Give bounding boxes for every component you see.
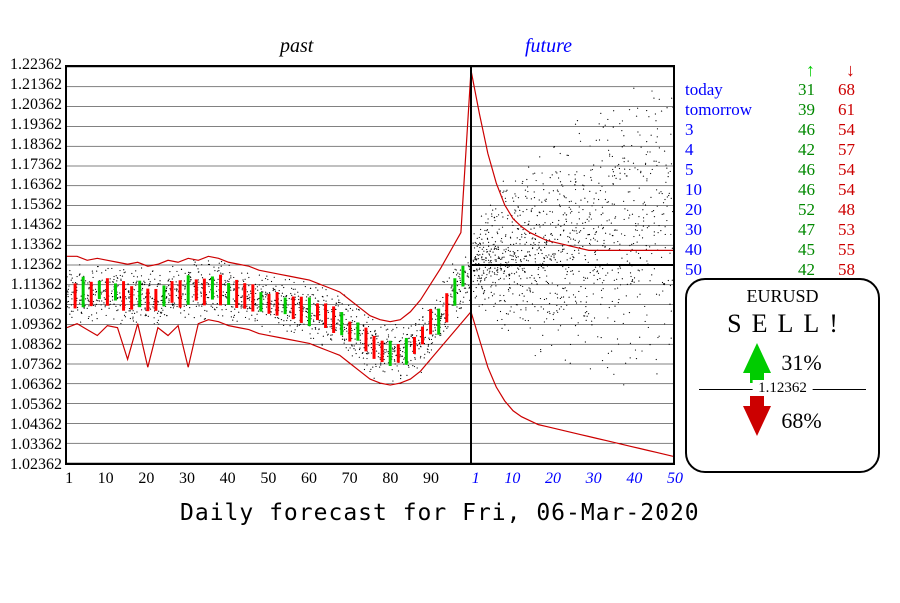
big-up-arrow-icon	[743, 343, 771, 373]
x-tick-future: 1	[472, 470, 480, 488]
table-row: 104654	[685, 180, 855, 200]
y-tick-label: 1.17362	[2, 156, 62, 174]
table-row-label: 40	[685, 240, 775, 260]
future-section-label: future	[525, 35, 572, 58]
signal-price: 1.12362	[752, 380, 813, 397]
x-tick-future: 50	[667, 470, 683, 488]
table-row-up: 46	[775, 180, 815, 200]
y-tick-label: 1.07362	[2, 356, 62, 374]
chart-title: Daily forecast for Fri, 06-Mar-2020	[180, 500, 700, 526]
down-arrow-icon: ↓	[815, 60, 855, 80]
table-row-up: 31	[775, 80, 815, 100]
table-header: ↑ ↓	[685, 60, 855, 80]
y-tick-label: 1.19362	[2, 116, 62, 134]
table-row-down: 54	[815, 180, 855, 200]
chart-svg	[67, 67, 673, 463]
x-tick-future: 20	[545, 470, 561, 488]
chart-area	[65, 65, 675, 465]
x-tick-past: 80	[382, 470, 398, 488]
x-tick-past: 1	[65, 470, 73, 488]
x-tick-past: 60	[301, 470, 317, 488]
table-row: 205248	[685, 200, 855, 220]
y-tick-label: 1.21362	[2, 76, 62, 94]
y-tick-label: 1.03362	[2, 436, 62, 454]
table-row-down: 53	[815, 220, 855, 240]
y-tick-label: 1.05362	[2, 396, 62, 414]
y-tick-label: 1.13362	[2, 236, 62, 254]
x-tick-past: 30	[179, 470, 195, 488]
table-row-label: tomorrow	[685, 100, 775, 120]
signal-price-line: 1.12362	[699, 389, 866, 390]
table-row-up: 42	[775, 260, 815, 280]
y-tick-label: 1.22362	[2, 56, 62, 74]
signal-down-pct: 68%	[781, 408, 821, 434]
table-row: 34654	[685, 120, 855, 140]
signal-ticker: EURUSD	[687, 286, 878, 307]
table-row-label: 50	[685, 260, 775, 280]
y-tick-label: 1.12362	[2, 256, 62, 274]
table-row-label: 20	[685, 200, 775, 220]
table-row: 504258	[685, 260, 855, 280]
x-tick-future: 40	[626, 470, 642, 488]
table-row-down: 54	[815, 120, 855, 140]
table-row-down: 57	[815, 140, 855, 160]
table-row: 44257	[685, 140, 855, 160]
table-row: today3168	[685, 80, 855, 100]
table-row: 404555	[685, 240, 855, 260]
past-section-label: past	[280, 35, 313, 58]
table-row-up: 46	[775, 160, 815, 180]
table-row-label: 30	[685, 220, 775, 240]
x-tick-past: 70	[342, 470, 358, 488]
table-row-up: 46	[775, 120, 815, 140]
y-tick-label: 1.11362	[2, 276, 62, 294]
table-row-down: 68	[815, 80, 855, 100]
table-row-label: 5	[685, 160, 775, 180]
table-row-down: 55	[815, 240, 855, 260]
y-tick-label: 1.04362	[2, 416, 62, 434]
table-row: 304753	[685, 220, 855, 240]
table-row-down: 48	[815, 200, 855, 220]
table-row-label: 3	[685, 120, 775, 140]
table-row: 54654	[685, 160, 855, 180]
table-row-down: 61	[815, 100, 855, 120]
big-down-arrow-icon	[743, 406, 771, 436]
table-row-label: 10	[685, 180, 775, 200]
y-tick-label: 1.20362	[2, 96, 62, 114]
up-arrow-icon: ↑	[775, 60, 815, 80]
table-row-up: 52	[775, 200, 815, 220]
x-tick-past: 10	[98, 470, 114, 488]
table-row-down: 58	[815, 260, 855, 280]
y-tick-label: 1.15362	[2, 196, 62, 214]
y-tick-label: 1.08362	[2, 336, 62, 354]
y-tick-label: 1.18362	[2, 136, 62, 154]
table-row-label: 4	[685, 140, 775, 160]
table-row-down: 54	[815, 160, 855, 180]
table-row-up: 39	[775, 100, 815, 120]
table-row-up: 45	[775, 240, 815, 260]
table-row: tomorrow3961	[685, 100, 855, 120]
y-tick-label: 1.09362	[2, 316, 62, 334]
x-tick-past: 50	[260, 470, 276, 488]
x-tick-future: 10	[504, 470, 520, 488]
table-row-up: 47	[775, 220, 815, 240]
table-row-up: 42	[775, 140, 815, 160]
table-row-label: today	[685, 80, 775, 100]
signal-down-row: 68%	[687, 396, 878, 446]
signal-up-pct: 31%	[781, 350, 821, 376]
y-tick-label: 1.16362	[2, 176, 62, 194]
y-tick-label: 1.06362	[2, 376, 62, 394]
y-tick-label: 1.10362	[2, 296, 62, 314]
forecast-table: ↑ ↓ today3168tomorrow3961346544425754654…	[685, 60, 855, 280]
x-tick-past: 90	[423, 470, 439, 488]
signal-box: EURUSD SELL! 31% 1.12362 68%	[685, 278, 880, 473]
x-tick-past: 40	[220, 470, 236, 488]
signal-action: SELL!	[687, 309, 878, 339]
x-tick-past: 20	[138, 470, 154, 488]
y-tick-label: 1.14362	[2, 216, 62, 234]
y-tick-label: 1.02362	[2, 456, 62, 474]
signal-up-row: 31%	[687, 343, 878, 383]
x-tick-future: 30	[586, 470, 602, 488]
